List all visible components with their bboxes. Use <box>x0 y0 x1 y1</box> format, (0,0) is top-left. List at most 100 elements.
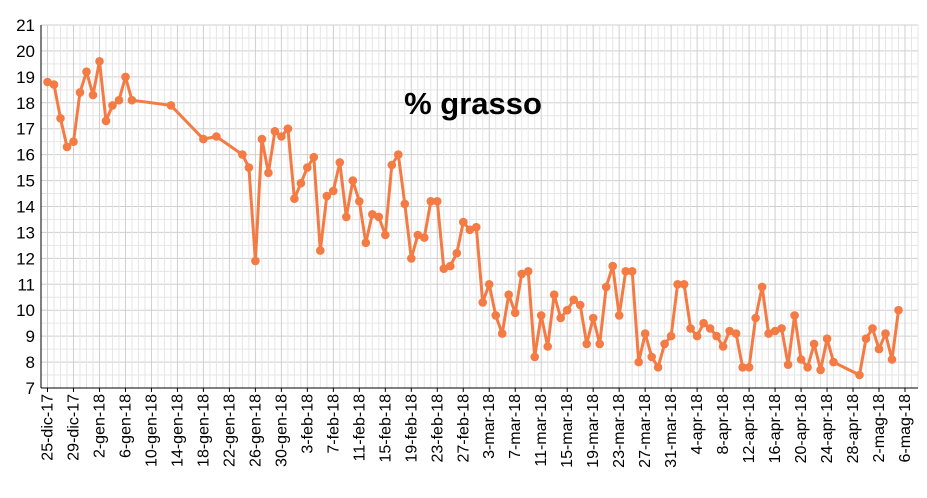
data-point <box>446 261 455 271</box>
x-tick-label: 12-apr-18 <box>741 394 758 463</box>
data-point <box>660 339 669 349</box>
data-point <box>894 305 903 315</box>
x-tick-label: 28-apr-18 <box>845 394 862 463</box>
data-point <box>381 230 390 240</box>
x-tick-label: 27-feb-18 <box>455 394 472 463</box>
data-point <box>803 363 812 372</box>
data-point <box>595 339 604 349</box>
data-point <box>355 197 364 206</box>
y-tick-label: 18 <box>16 94 35 113</box>
data-point <box>335 158 345 167</box>
data-point <box>627 267 637 276</box>
data-point <box>621 267 630 276</box>
y-tick-label: 8 <box>26 353 35 372</box>
y-tick-label: 13 <box>16 223 35 242</box>
data-point <box>614 311 624 320</box>
data-point <box>673 280 682 289</box>
x-tick-label: 4-apr-18 <box>689 394 706 455</box>
x-tick-label: 19-feb-18 <box>403 394 420 463</box>
x-tick-label: 14-gen-18 <box>169 394 186 467</box>
y-tick-label: 16 <box>16 146 35 165</box>
data-point <box>523 267 533 276</box>
data-point <box>497 329 507 338</box>
data-point <box>290 194 299 203</box>
x-tick-label: 11-mar-18 <box>533 394 550 467</box>
data-point <box>569 295 578 305</box>
x-tick-label: 2-gen-18 <box>91 394 108 458</box>
x-tick-label: 2-mag-18 <box>871 394 888 463</box>
data-point <box>783 360 793 370</box>
data-point <box>757 282 767 292</box>
data-point <box>465 225 475 235</box>
x-tick-label: 23-mar-18 <box>611 394 628 468</box>
data-point <box>510 308 520 318</box>
data-point <box>887 355 897 364</box>
y-tick-label: 12 <box>16 249 35 268</box>
data-point <box>309 152 319 162</box>
data-point <box>770 326 780 336</box>
x-tick-label: 27-mar-18 <box>637 394 654 468</box>
y-tick-label: 10 <box>16 301 35 320</box>
data-point <box>634 357 643 367</box>
grid <box>40 24 919 389</box>
data-point <box>400 199 410 209</box>
data-point <box>374 212 384 222</box>
data-point <box>452 248 462 258</box>
data-point <box>738 363 747 372</box>
x-tick-label: 6-gen-18 <box>117 394 134 458</box>
data-point <box>283 124 293 133</box>
data-point <box>744 363 754 372</box>
x-tick-labels: 25-dic-17 29-dic-17 2-gen-18 6-gen-18 10-gen… <box>39 388 914 468</box>
data-point <box>75 88 85 97</box>
data-point <box>329 186 338 196</box>
data-point <box>530 352 539 362</box>
data-point <box>790 311 799 320</box>
data-point <box>244 163 254 172</box>
data-point <box>796 355 806 364</box>
data-point <box>361 238 371 248</box>
data-point <box>394 150 403 159</box>
x-tick-label: 22-gen-18 <box>221 394 238 467</box>
data-point <box>426 197 436 206</box>
x-tick-label: 30-gen-18 <box>273 394 290 467</box>
data-point <box>504 290 513 300</box>
data-point <box>582 339 591 349</box>
y-tick-label: 11 <box>17 275 35 294</box>
x-tick-label: 11-feb-18 <box>351 394 368 461</box>
data-point <box>647 352 656 362</box>
data-point <box>166 101 176 110</box>
data-point <box>264 168 273 178</box>
data-point <box>238 150 247 159</box>
data-point <box>881 329 890 338</box>
y-tick-label: 15 <box>16 172 35 191</box>
data-point <box>543 342 552 351</box>
x-tick-label: 31-mar-18 <box>663 394 680 468</box>
y-tick-label: 7 <box>26 379 35 398</box>
data-point <box>114 95 124 105</box>
series-group <box>43 57 903 380</box>
data-point <box>517 269 526 279</box>
y-tick-label: 9 <box>26 327 35 346</box>
data-point <box>588 313 598 323</box>
data-point <box>536 311 546 320</box>
data-point <box>686 324 695 333</box>
data-point <box>368 210 377 219</box>
data-point <box>88 90 98 100</box>
x-tick-label: 23-feb-18 <box>429 394 446 463</box>
data-point <box>277 132 286 141</box>
data-point <box>751 313 760 323</box>
data-point <box>257 134 267 144</box>
x-tick-label: 15-feb-18 <box>377 394 394 463</box>
y-tick-label: 17 <box>16 120 35 139</box>
data-point <box>199 134 208 144</box>
data-point <box>472 222 481 232</box>
data-point <box>556 313 565 323</box>
data-point <box>705 324 715 333</box>
x-tick-label: 6-mag-18 <box>897 394 914 463</box>
data-point <box>413 230 423 240</box>
data-point <box>874 344 884 354</box>
x-tick-label: 24-apr-18 <box>819 394 836 463</box>
chart-title: % grasso <box>404 86 542 121</box>
y-tick-label: 20 <box>16 42 35 61</box>
